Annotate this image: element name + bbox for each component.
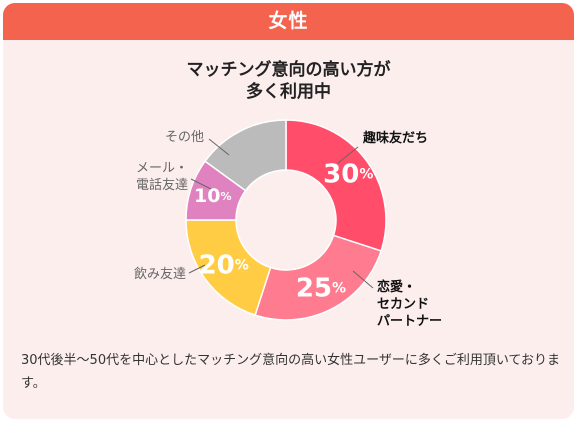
slice-2: [185, 219, 272, 317]
leader-line-1: [352, 270, 374, 289]
slice-category-label-4: その他: [165, 130, 204, 145]
slice-1: [254, 234, 383, 321]
slice-category-label-3: メール・電話友達: [136, 161, 188, 193]
leader-line-3: [190, 178, 212, 190]
slice-category-label-0: 趣味友だち: [362, 130, 428, 146]
slice-value-label-0: 30%: [323, 160, 373, 190]
leader-line-0: [337, 146, 359, 164]
slice-4: [204, 119, 287, 192]
chart-title-line-2: 多く利用中: [246, 82, 331, 102]
leader-line-2: [188, 264, 206, 274]
slice-value-label-1: 25%: [296, 274, 346, 304]
chart-title-line-1: マッチング意向の高い方が: [186, 60, 391, 80]
card-header: 女性: [3, 3, 574, 40]
description-text: 30代後半〜50代を中心としたマッチング意向の高い女性ユーザーに多くご利用頂いて…: [21, 353, 561, 391]
chart-title: マッチング意向の高い方が 多く利用中: [3, 59, 574, 103]
slice-category-label-2: 飲み友達: [134, 266, 186, 282]
slice-category-label-1: 恋愛・セカンドパートナー: [377, 279, 442, 329]
slice-0: [285, 119, 387, 252]
slice-value-label-3: 10%: [194, 185, 231, 207]
leader-line-4: [208, 138, 230, 156]
female-card: 女性 マッチング意向の高い方が 多く利用中 30% 趣味友だち 25% 恋愛・セカンド…: [3, 3, 574, 419]
